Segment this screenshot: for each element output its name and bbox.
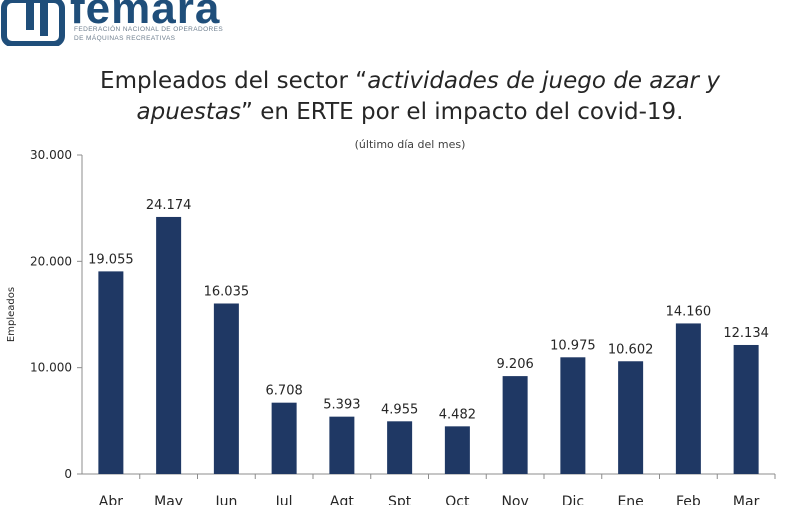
logo-subtitle-line2: DE MÁQUINAS RECREATIVAS [74,35,176,42]
bar-spt [387,421,413,474]
data-label-abr: 19.055 [88,252,134,267]
bar-nov [502,376,528,474]
data-label-jul: 6.708 [266,384,303,399]
femara-logo: femara FEDERACIÓN NACIONAL DE OPERADORES… [0,0,275,50]
bar-oct [444,426,470,474]
logo-wordmark: femara [70,0,221,33]
bar-agt [329,416,355,474]
data-label-dic: 10.975 [550,338,596,353]
logo-subtitle-line1: FEDERACIÓN NACIONAL DE OPERADORES [74,26,224,33]
y-tick-label: 30.000 [30,148,72,162]
y-tick-label: 0 [64,467,72,481]
data-label-ene: 10.602 [608,342,654,357]
data-label-mar: 12.134 [723,326,769,341]
x-tick-label: Abr [99,494,123,505]
x-tick-label: Nov [501,494,528,505]
data-label-jun: 16.035 [204,284,250,299]
chart-subtitle: (último día del mes) [354,138,466,151]
chart-title-part2: ” en ERTE por el impacto del covid-19. [241,99,684,125]
data-label-oct: 4.482 [439,407,476,422]
x-tick-label: Dic [562,494,584,505]
data-label-nov: 9.206 [497,357,534,372]
x-tick-label: Feb [676,494,701,505]
data-label-feb: 14.160 [666,304,712,319]
x-tick-label: May [154,494,183,505]
y-tick-label: 20.000 [30,254,72,268]
bar-may [156,216,182,474]
chart-title-emphasis1: actividades de juego de azar y [367,68,720,94]
data-label-agt: 5.393 [323,398,360,413]
chart-title: Empleados del sector “actividades de jue… [40,66,780,128]
bar-mar [733,344,759,474]
data-label-may: 24.174 [146,198,192,213]
data-label-spt: 4.955 [381,402,418,417]
bar-feb [675,323,701,474]
x-tick-label: Agt [330,494,354,505]
x-tick-label: Oct [445,494,470,505]
femara-emblem-icon [1,0,65,46]
x-tick-label: Jun [214,494,237,505]
bar-jun [213,303,239,474]
y-axis-label: Empleados [6,287,17,342]
x-tick-label: Ene [617,494,643,505]
x-tick-label: Spt [388,494,412,505]
y-tick-label: 10.000 [30,361,72,375]
chart-title-part1: Empleados del sector “ [100,68,368,94]
bar-abr [98,271,124,474]
x-tick-label: Mar [733,494,760,505]
bar-jul [271,402,297,474]
bar-dic [560,357,586,474]
x-tick-label: Jul [275,494,293,505]
bar-ene [618,361,644,474]
chart-title-emphasis2: apuestas [136,99,242,125]
